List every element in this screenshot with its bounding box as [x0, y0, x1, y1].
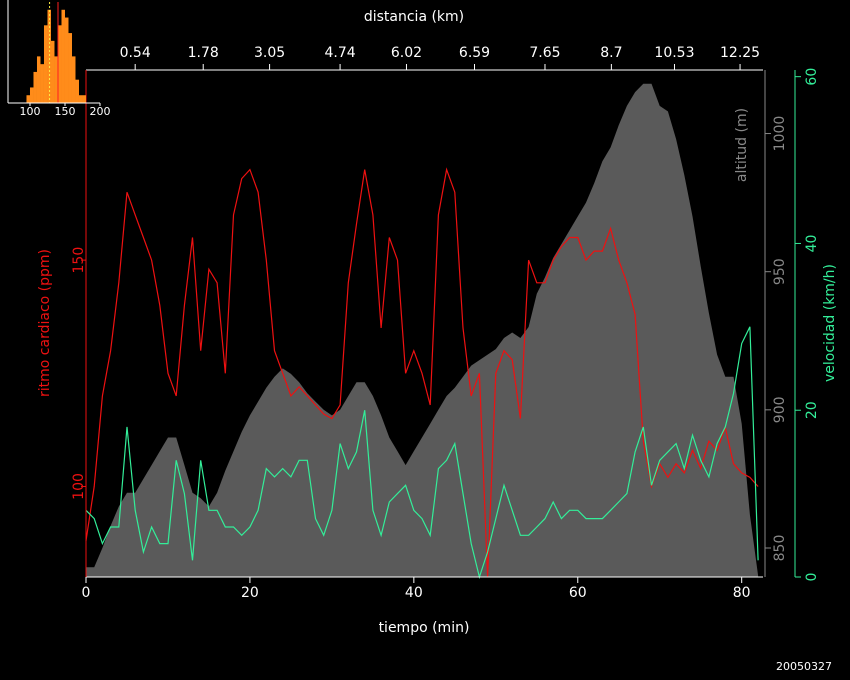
- series-line: [85, 167, 759, 578]
- y3-tick-label: 20: [804, 401, 820, 419]
- y-tick-label: 150: [71, 247, 87, 274]
- x2-axis-label: distancia (km): [364, 9, 464, 25]
- x2-tick-label: 6.02: [391, 45, 422, 61]
- x-tick-label: 40: [405, 585, 423, 601]
- x2-tick-label: 6.59: [459, 45, 490, 61]
- date-label: 20050327: [776, 660, 832, 673]
- x-tick-label: 80: [733, 585, 751, 601]
- y3-tick-label: 60: [804, 68, 820, 86]
- x2-tick-label: 7.65: [529, 45, 560, 61]
- inset-x-tick-label: 150: [54, 105, 75, 118]
- x-tick-label: 60: [569, 585, 587, 601]
- x2-tick-label: 1.78: [188, 45, 219, 61]
- x2-tick-label: 10.53: [654, 45, 694, 61]
- histogram-bar: [50, 40, 55, 103]
- histogram-bar: [33, 71, 37, 103]
- altitude-area: [86, 83, 759, 578]
- histogram-bar: [82, 95, 86, 103]
- histogram-bar: [57, 25, 62, 103]
- x2-tick-label: 8.7: [600, 45, 622, 61]
- x-tick-label: 20: [241, 585, 259, 601]
- x2-tick-label: 3.05: [254, 45, 285, 61]
- y2-tick-label: 950: [772, 258, 788, 285]
- y2-axis-label: altitud (m): [734, 108, 750, 182]
- y3-axis-label: velocidad (km/h): [822, 264, 838, 382]
- inset-x-tick-label: 200: [90, 105, 111, 118]
- histogram-bar: [75, 79, 79, 103]
- x2-tick-label: 4.74: [324, 45, 355, 61]
- y3-tick-label: 40: [804, 235, 820, 253]
- x-tick-label: 0: [82, 585, 91, 601]
- y2-tick-label: 1000: [772, 116, 788, 152]
- y2-tick-label: 900: [772, 396, 788, 423]
- histogram-bar: [29, 87, 34, 103]
- x-axis-label: tiempo (min): [379, 620, 470, 636]
- histogram-bar: [43, 25, 48, 103]
- histogram-bar: [78, 95, 83, 103]
- y3-tick-label: 0: [804, 573, 820, 582]
- y-tick-label: 100: [71, 473, 87, 500]
- histogram-bar: [68, 33, 72, 104]
- histogram-bar: [64, 17, 69, 104]
- histogram-bar: [26, 95, 30, 103]
- series-line: [85, 326, 759, 580]
- histogram-bar: [47, 9, 51, 103]
- histogram-bar: [71, 56, 76, 103]
- x2-tick-label: 12.25: [720, 45, 760, 61]
- y2-tick-label: 850: [772, 535, 788, 562]
- y-axis-label: ritmo cardiaco (ppm): [37, 249, 53, 397]
- inset-x-tick-label: 100: [19, 105, 40, 118]
- histogram-bar: [36, 56, 41, 103]
- x2-tick-label: 0.54: [120, 45, 151, 61]
- histogram-bar: [40, 64, 44, 103]
- histogram-bar: [54, 56, 58, 103]
- histogram-bar: [61, 9, 65, 103]
